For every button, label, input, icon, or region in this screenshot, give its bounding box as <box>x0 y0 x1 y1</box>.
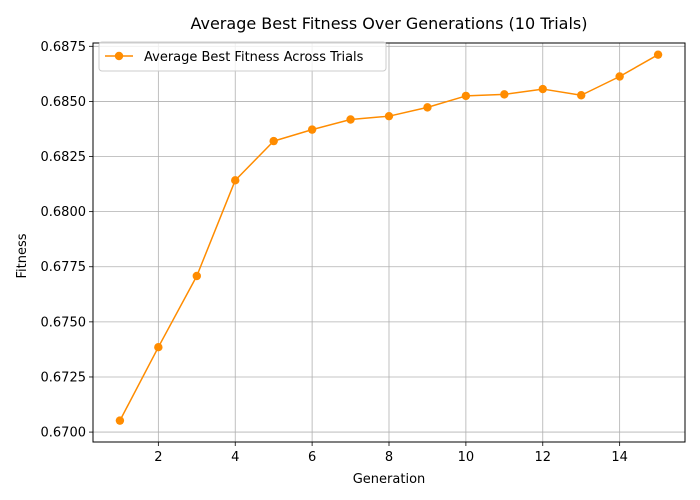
data-point <box>423 103 432 112</box>
data-point <box>384 111 394 121</box>
x-tick-label: 14 <box>611 450 628 465</box>
data-point <box>269 136 278 146</box>
grid <box>93 43 685 442</box>
legend: Average Best Fitness Across Trials <box>98 41 387 72</box>
series-layer <box>115 50 663 425</box>
legend-marker <box>114 51 124 61</box>
y-tick-label: 0.6825 <box>41 150 87 165</box>
y-tick-label: 0.6875 <box>41 40 87 55</box>
data-point <box>577 91 586 100</box>
x-axis-label: Generation <box>353 472 426 487</box>
data-point <box>115 416 125 425</box>
x-tick-label: 2 <box>154 450 162 465</box>
x-tick-label: 8 <box>385 450 393 465</box>
data-point <box>653 50 663 59</box>
y-axis-label: Fitness <box>15 233 30 278</box>
data-point <box>192 271 201 281</box>
y-axis-ticks: 0.6700 0.6725 0.6750 0.6775 0.6800 0.6825 0.68… <box>41 40 93 441</box>
data-point <box>346 115 355 124</box>
x-tick-label: 4 <box>231 450 239 465</box>
y-tick-label: 0.6700 <box>41 426 87 441</box>
data-point <box>231 176 240 185</box>
y-tick-label: 0.6725 <box>41 370 87 385</box>
x-tick-label: 12 <box>534 450 551 465</box>
y-tick-label: 0.6850 <box>41 95 87 110</box>
x-tick-label: 10 <box>458 450 475 465</box>
y-tick-label: 0.6775 <box>41 260 87 275</box>
chart-title: Average Best Fitness Over Generations (1… <box>190 14 587 33</box>
y-tick-label: 0.6800 <box>41 205 87 220</box>
data-point <box>461 91 471 101</box>
x-axis-ticks: 2 4 6 8 10 12 14 <box>154 442 628 465</box>
legend-label: Average Best Fitness Across Trials <box>144 50 364 65</box>
data-point <box>615 72 624 81</box>
data-point <box>538 84 547 94</box>
data-point <box>154 343 163 352</box>
y-tick-label: 0.6750 <box>41 315 87 330</box>
data-point <box>500 90 509 99</box>
data-point <box>307 125 317 134</box>
legend-box <box>98 41 387 72</box>
x-tick-label: 6 <box>308 450 316 465</box>
